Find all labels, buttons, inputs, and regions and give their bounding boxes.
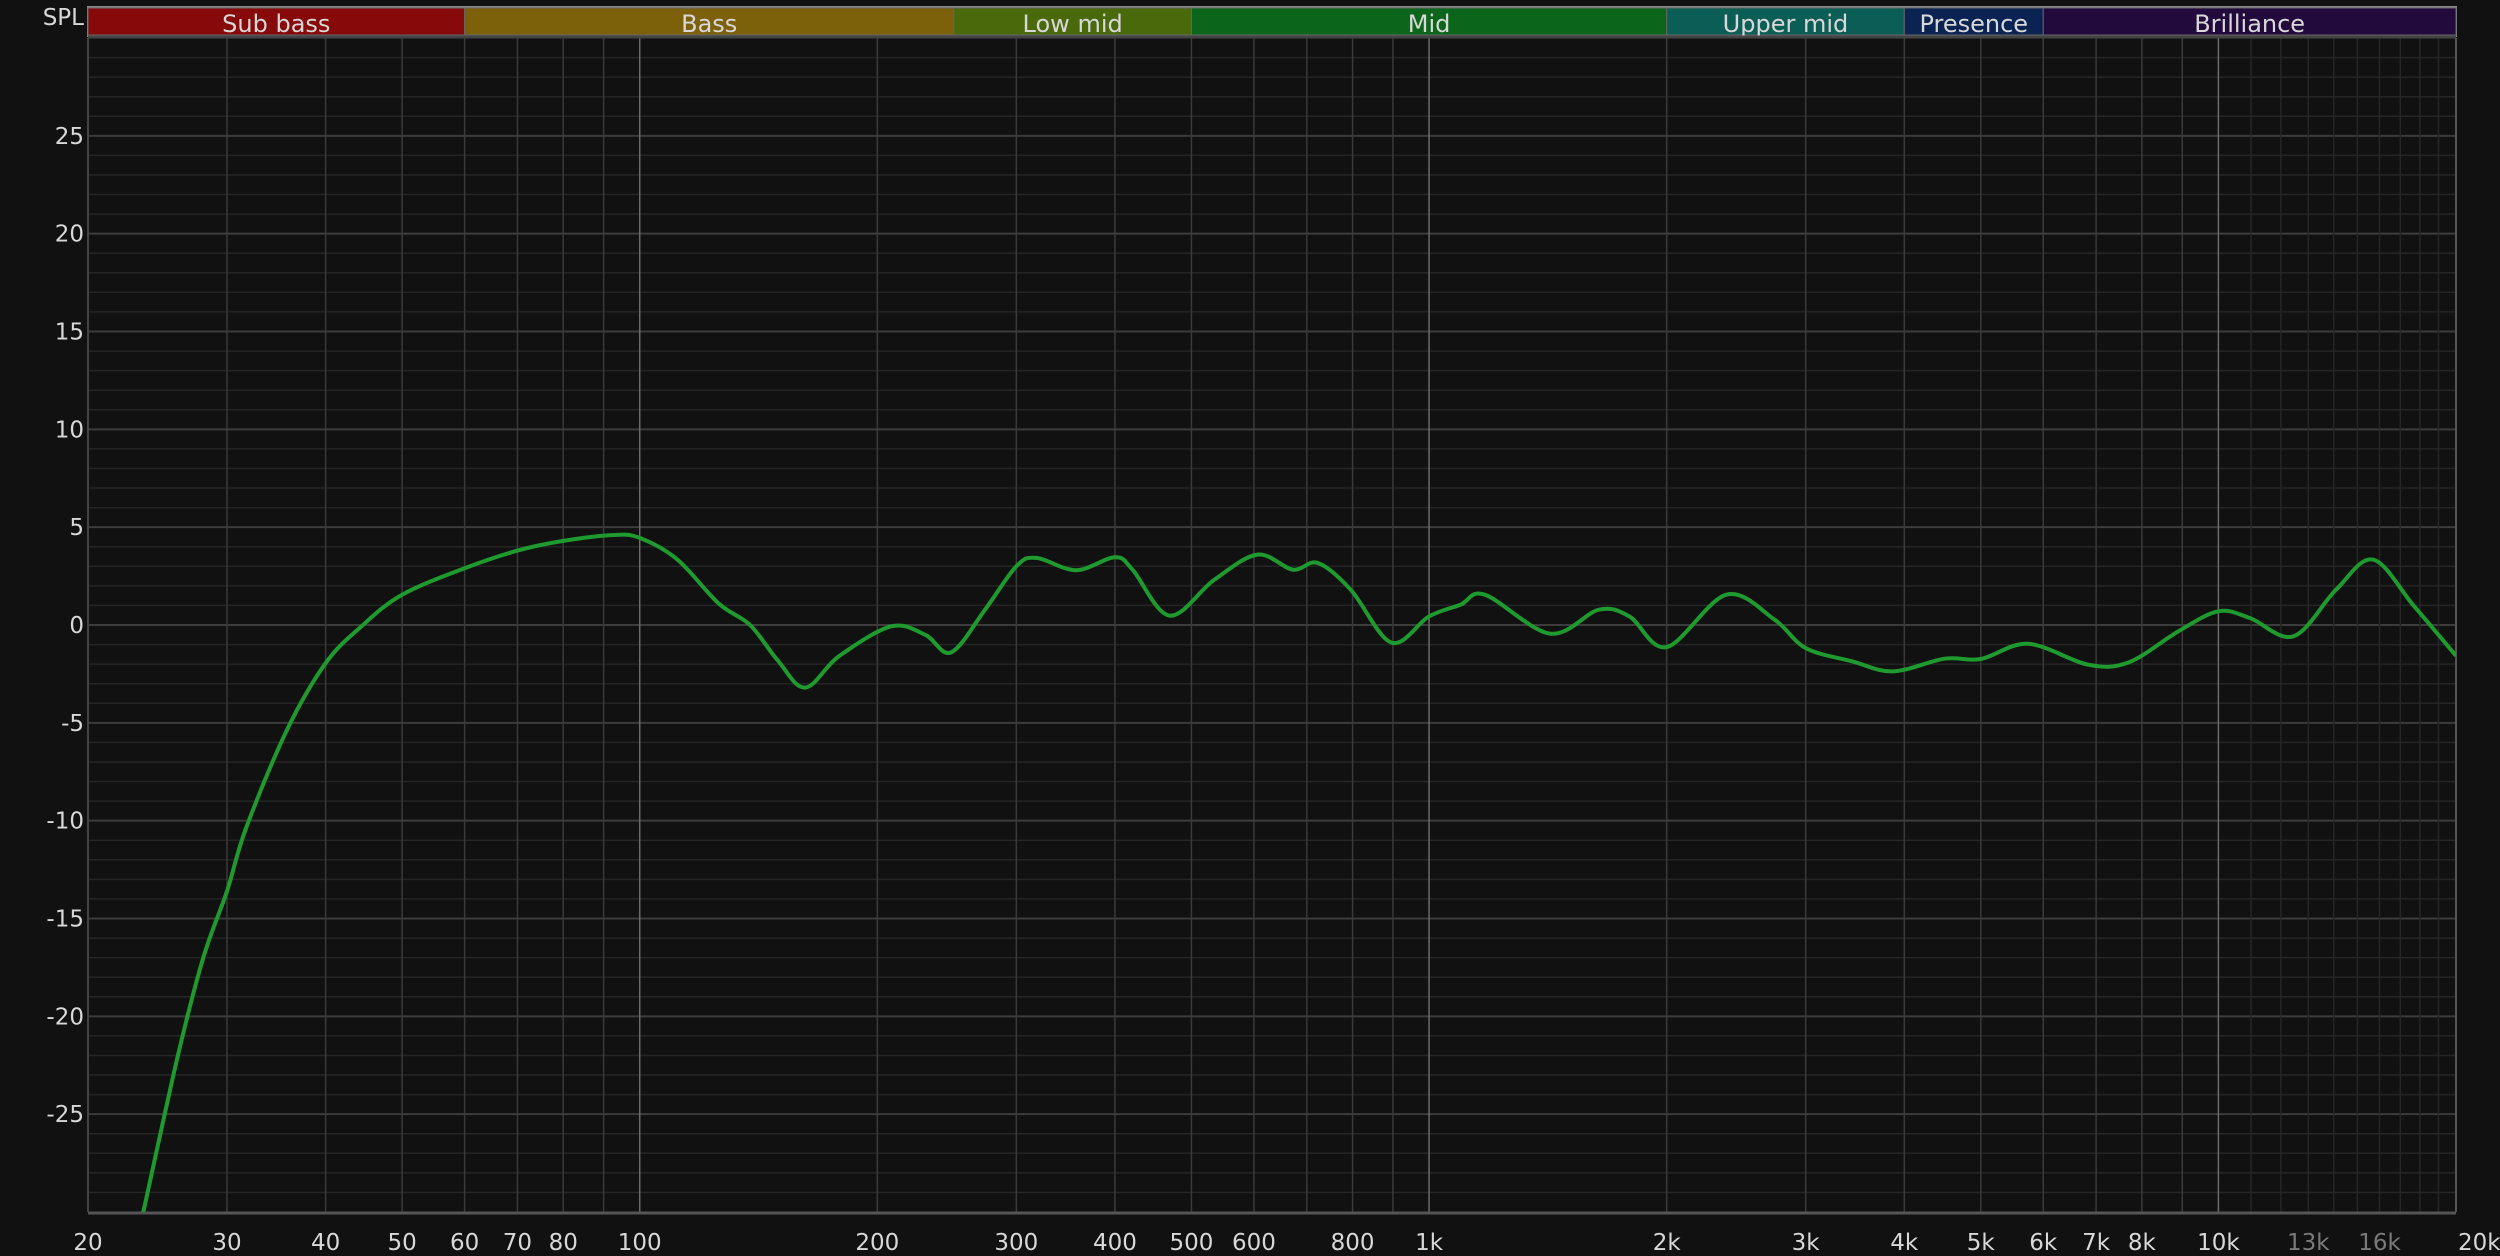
band-presence [1903, 7, 2044, 36]
band-sub-bass [87, 7, 466, 36]
y-tick-label: 5 [69, 515, 84, 541]
x-axis: 20 30 40 50 60 70 80 100 200 300 400 500 600 800 1k 2k 3… [73, 1230, 2500, 1256]
x-tick-label: 6k [2029, 1230, 2058, 1256]
x-tick-label: 40 [311, 1230, 340, 1256]
band-upper-mid [1666, 7, 1905, 36]
x-tick-label: 3k [1792, 1230, 1821, 1256]
x-tick-label: 7k [2082, 1230, 2111, 1256]
y-tick-label: -5 [61, 711, 84, 737]
x-tick-label: 400 [1093, 1230, 1137, 1256]
band-brilliance [2042, 7, 2457, 36]
x-tick-label: 10k [2197, 1230, 2240, 1256]
frequency-bands: Sub bass Bass Low mid Mid Upper mid Presence B… [87, 6, 2457, 38]
x-tick-label: 8k [2128, 1230, 2157, 1256]
x-tick-label: 100 [618, 1230, 662, 1256]
x-tick-label: 16k [2358, 1230, 2401, 1256]
x-tick-label: 60 [450, 1230, 479, 1256]
band-bass [464, 7, 955, 36]
y-tick-label: -25 [46, 1102, 84, 1128]
x-tick-label: 5k [1967, 1230, 1996, 1256]
y-tick-label: -10 [46, 809, 84, 835]
band-label: Low mid [1023, 10, 1123, 38]
x-tick-label: 2k [1653, 1230, 1682, 1256]
x-tick-label: 20 [73, 1230, 102, 1256]
x-tick-label: 1k [1415, 1230, 1444, 1256]
y-tick-label: 10 [55, 417, 84, 443]
x-tick-label: 600 [1232, 1230, 1276, 1256]
band-label: Mid [1408, 10, 1451, 38]
band-label: Upper mid [1723, 10, 1849, 38]
y-tick-label: 25 [55, 124, 84, 150]
series-layer [141, 532, 2456, 1212]
y-axis-label: SPL [43, 5, 84, 31]
x-tick-label: 800 [1331, 1230, 1375, 1256]
x-tick-label: 30 [212, 1230, 241, 1256]
x-tick-label: 500 [1169, 1230, 1213, 1256]
y-tick-label: -20 [46, 1004, 84, 1030]
grid [87, 35, 2457, 1215]
y-tick-label: 0 [69, 613, 84, 639]
x-tick-label: 4k [1890, 1230, 1919, 1256]
x-tick-label: 80 [549, 1230, 578, 1256]
y-tick-label: 20 [55, 222, 84, 248]
band-label: Brilliance [2194, 10, 2305, 38]
band-label: Presence [1919, 10, 2028, 38]
y-tick-label: -15 [46, 907, 84, 933]
band-mid [1190, 7, 1668, 36]
x-tick-label: 300 [994, 1230, 1038, 1256]
band-label: Bass [681, 10, 737, 38]
x-tick-label: 13k [2287, 1230, 2330, 1256]
frequency-response-curve [141, 532, 2456, 1212]
x-tick-label: 200 [855, 1230, 899, 1256]
x-tick-label: 20kHz [2458, 1230, 2500, 1256]
x-tick-label: 70 [503, 1230, 532, 1256]
y-tick-label: 15 [55, 320, 84, 346]
y-axis: SPL 25 20 15 10 5 0 -5 -10 -15 -20 -25 [43, 5, 84, 1128]
band-label: Sub bass [222, 10, 330, 38]
x-tick-label: 50 [387, 1230, 416, 1256]
